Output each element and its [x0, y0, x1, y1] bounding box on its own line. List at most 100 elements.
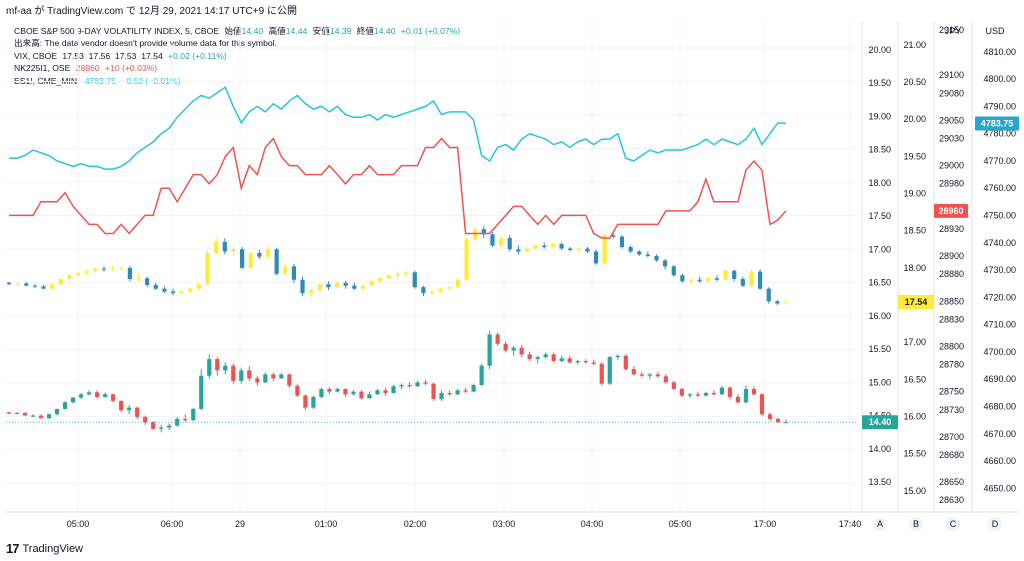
- vix-candle: [473, 229, 478, 240]
- scale-d-tick: 4670.00: [983, 429, 1016, 439]
- main-candle: [70, 397, 76, 403]
- main-candle: [551, 354, 556, 362]
- footer-brand[interactable]: 17 TradingView: [6, 541, 83, 556]
- vix-candle: [758, 271, 763, 289]
- scale-button-label: C: [950, 519, 957, 529]
- main-candle: [391, 386, 396, 393]
- vix-candle: [602, 235, 607, 264]
- main-candle: [727, 387, 733, 397]
- scale-c-tick: 29150: [939, 25, 964, 35]
- vix-candle: [326, 284, 331, 288]
- main-candle: [127, 407, 132, 411]
- scale-d-tick: 4690.00: [983, 374, 1016, 384]
- vix-candle: [196, 284, 202, 289]
- vix-candle: [24, 283, 29, 286]
- main-candle: [783, 422, 789, 424]
- vix-candle: [740, 279, 745, 286]
- main-candle: [62, 402, 68, 409]
- vix-candle: [481, 229, 486, 235]
- legend-volume-row: 出来高: The data vendor doesn't provide vol…: [14, 37, 463, 49]
- main-candle: [615, 355, 620, 358]
- main-candle: [671, 382, 676, 389]
- main-candle: [183, 418, 188, 421]
- main-candle: [599, 363, 604, 384]
- scale-c-tick: 28980: [939, 179, 964, 189]
- vix-price-badge-bg: [898, 295, 934, 310]
- volume-note: 出来高: The data vendor doesn't provide vol…: [14, 38, 277, 49]
- scale-a-tick: 18.50: [868, 145, 891, 155]
- main-candle: [639, 374, 644, 376]
- scale-button-d[interactable]: [988, 517, 1002, 531]
- scale-button-c[interactable]: [946, 517, 960, 531]
- scale-d-tick: 4650.00: [983, 483, 1016, 493]
- main-price-badge-bg: [862, 415, 898, 430]
- time-axis[interactable]: 05:00 06:00 29 01:00 02:00 03:00 04:00 05:00 17:…: [67, 517, 1002, 531]
- main-candle: [311, 396, 316, 408]
- vix-candle: [136, 278, 141, 280]
- main-candle: [487, 334, 492, 366]
- vix-candle: [749, 271, 754, 286]
- legend: CBOE S&P 500 9-DAY VOLATILITY INDEX, 5, …: [14, 25, 463, 87]
- scale-c-tick: 28850: [939, 296, 964, 306]
- main-candle: [567, 358, 572, 363]
- scale-a-tick: 19.00: [868, 111, 891, 121]
- legend-vix-row: VIX, CBOE 17.53 17.56 17.53 17.54 +0.02 …: [14, 50, 463, 62]
- vix-candle: [352, 285, 357, 289]
- vix-candle: [84, 270, 89, 274]
- scale-button-a[interactable]: [873, 517, 887, 531]
- vix-candle: [386, 275, 391, 279]
- time-label: 02:00: [404, 519, 427, 529]
- main-candle: [519, 347, 524, 355]
- grid: [6, 22, 858, 512]
- vix-candle: [533, 245, 538, 249]
- time-label: 04:00: [581, 519, 604, 529]
- main-candle: [319, 388, 324, 397]
- vix-candle: [663, 260, 668, 267]
- vix-candle: [222, 241, 227, 252]
- main-candle: [103, 394, 108, 397]
- scale-a-tick: 14.00: [868, 444, 891, 454]
- price-axes[interactable]: 20.00 19.50 19.00 18.50 18.00 17.50 17.00 16.50…: [6, 22, 1019, 513]
- scale-c-tick: 28680: [939, 450, 964, 460]
- main-candle: [711, 392, 717, 395]
- es-price-badge: 4783.75: [981, 118, 1014, 128]
- main-candle: [343, 388, 348, 395]
- main-candle: [479, 365, 484, 385]
- main-symbol-title: CBOE S&P 500 9-DAY VOLATILITY INDEX, 5, …: [14, 26, 220, 36]
- scale-c-tick: 28900: [939, 251, 964, 261]
- main-candle: [535, 357, 540, 360]
- main-candle: [447, 392, 452, 395]
- scale-button-b[interactable]: [909, 517, 923, 531]
- tradingview-brand: TradingView: [22, 542, 84, 555]
- nk-change: +10 (+0.03%): [105, 63, 158, 74]
- main-candle: [191, 408, 196, 421]
- main-close-value: 14.40: [373, 26, 396, 36]
- vix-candle: [637, 251, 642, 255]
- scale-a-tick: 17.00: [868, 244, 891, 254]
- es-change: −0.50 (−0.01%): [121, 75, 181, 86]
- main-candle: [215, 359, 220, 371]
- vix-candle: [50, 284, 55, 289]
- scale-b-tick: 19.00: [903, 189, 926, 199]
- chart-canvas[interactable]: 20.00 19.50 19.00 18.50 18.00 17.50 17.00 16.50…: [0, 0, 1024, 540]
- scale-a-tick: 18.00: [868, 178, 891, 188]
- vix-candle: [145, 278, 150, 285]
- scale-b-tick: 15.00: [903, 486, 926, 496]
- main-candle: [511, 347, 516, 351]
- scale-button-label: D: [992, 519, 999, 529]
- vix-candle: [559, 244, 564, 249]
- main-candle: [223, 365, 228, 371]
- scale-a-tick: 16.00: [868, 311, 891, 321]
- scale-c-tick: 28700: [939, 432, 964, 442]
- vix-candle: [628, 247, 633, 252]
- main-candle: [423, 382, 428, 384]
- scale-c-tick: 28800: [939, 341, 964, 351]
- main-change: +0.01 (+0.07%): [400, 26, 461, 36]
- jpy-currency-label: JPY: [945, 26, 962, 36]
- vix-candle: [119, 267, 124, 269]
- vix-candle: [611, 235, 616, 237]
- vix-candle: [680, 275, 685, 282]
- vix-label: VIX, CBOE: [14, 50, 57, 61]
- main-open-value: 14.40: [241, 26, 264, 36]
- main-candle: [351, 391, 356, 395]
